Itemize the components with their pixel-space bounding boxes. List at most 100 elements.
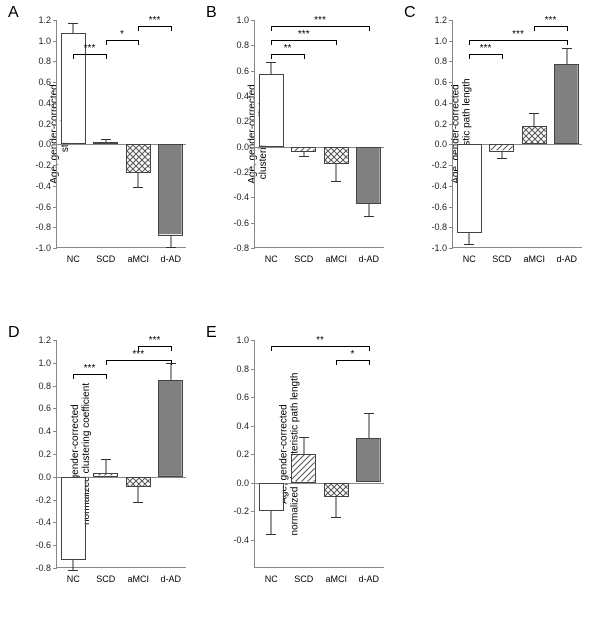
ytick-label: -0.4	[35, 181, 57, 191]
ytick-label: 1.2	[434, 15, 453, 25]
bar-d-AD	[554, 64, 579, 145]
bar-NC	[259, 74, 284, 146]
sig-bracket-drop	[138, 40, 139, 45]
ytick-label: 1.0	[434, 36, 453, 46]
sig-bracket-drop	[336, 360, 337, 365]
sig-bracket-drop	[73, 374, 74, 379]
sig-label: ***	[132, 350, 144, 360]
ytick-label: -0.8	[35, 222, 57, 232]
ytick-label: 1.2	[38, 15, 57, 25]
ytick-label: 0.6	[38, 403, 57, 413]
sig-bracket-drop	[171, 346, 172, 351]
y-axis-label-wrap: Age, gender-correctedstrength	[0, 20, 20, 248]
ytick-label: 1.0	[38, 358, 57, 368]
ytick-label: 0.8	[38, 381, 57, 391]
sig-bracket	[106, 360, 171, 361]
sig-bracket-drop	[106, 374, 107, 379]
errorbar	[534, 113, 535, 125]
ytick-label: 0.6	[38, 77, 57, 87]
errorbar	[368, 413, 369, 439]
sig-label: ***	[298, 30, 310, 40]
sig-label: ***	[314, 16, 326, 26]
errorbar	[170, 236, 171, 247]
bar-slot-d-AD: d-AD	[551, 20, 584, 247]
ytick-label: -0.4	[431, 181, 453, 191]
errorbar-cap	[299, 437, 309, 438]
ytick-label: 0.6	[434, 77, 453, 87]
errorbar-cap	[562, 48, 572, 49]
bar-NC	[457, 144, 482, 233]
sig-bracket-drop	[369, 360, 370, 365]
sig-bracket	[138, 26, 171, 27]
x-tick-label: NC	[57, 568, 90, 584]
x-tick-label: d-AD	[353, 568, 386, 584]
errorbar	[469, 233, 470, 243]
bar-NC	[259, 483, 284, 512]
bar-slot-NC: NC	[255, 340, 288, 567]
errorbar	[336, 497, 337, 517]
ytick-label: -0.4	[233, 535, 255, 545]
bar-slot-d-AD: d-AD	[353, 20, 386, 247]
x-tick-label: aMCI	[122, 248, 155, 264]
sig-bracket-drop	[567, 26, 568, 31]
x-tick-label: SCD	[288, 568, 321, 584]
ytick-label: -0.6	[233, 218, 255, 228]
ytick-label: 0.0	[38, 139, 57, 149]
errorbar-cap	[133, 502, 143, 503]
sig-label: ***	[149, 16, 161, 26]
sig-bracket	[271, 54, 304, 55]
x-tick-label: d-AD	[155, 248, 188, 264]
errorbar-cap	[101, 459, 111, 460]
ytick-label: -1.0	[35, 243, 57, 253]
panel-D: DAge, gender-correctednormalized cluster…	[0, 320, 198, 640]
ytick-label: -0.2	[233, 167, 255, 177]
x-tick-label: SCD	[90, 248, 123, 264]
bar-slot-aMCI: aMCI	[320, 340, 353, 567]
errorbar-cap	[364, 216, 374, 217]
sig-bracket	[469, 40, 567, 41]
sig-bracket-drop	[369, 346, 370, 351]
sig-label: ***	[149, 336, 161, 346]
errorbar	[303, 437, 304, 454]
ytick-label: -0.2	[35, 495, 57, 505]
errorbar-cap	[266, 534, 276, 535]
errorbar	[336, 164, 337, 180]
panel-C: CAge, gender-correctedcharacteristic pat…	[396, 0, 594, 320]
sig-bracket-drop	[171, 360, 172, 365]
plot-area: -1.0-0.8-0.6-0.4-0.20.00.20.40.60.81.01.…	[56, 20, 186, 248]
sig-bracket	[271, 346, 369, 347]
bar-slot-d-AD: d-AD	[353, 340, 386, 567]
ytick-label: -0.6	[431, 202, 453, 212]
x-tick-label: d-AD	[353, 248, 386, 264]
errorbar-cap	[464, 244, 474, 245]
x-tick-label: NC	[255, 248, 288, 264]
errorbar	[170, 363, 171, 380]
ytick-label: 0.0	[434, 139, 453, 149]
plot-area: -0.8-0.6-0.4-0.20.00.20.40.60.81.01.2NCS…	[56, 340, 186, 568]
ytick-label: -0.8	[431, 222, 453, 232]
bar-slot-aMCI: aMCI	[320, 20, 353, 247]
sig-bracket-drop	[73, 54, 74, 59]
y-axis-label-wrap: Age, gender-correctedclustering coeffici…	[198, 20, 218, 248]
errorbar-cap	[133, 187, 143, 188]
sig-bracket-drop	[304, 54, 305, 59]
ytick-label: 0.0	[236, 142, 255, 152]
sig-bracket	[73, 374, 106, 375]
y-axis-label-wrap: Age, gender-correctedcharacteristic path…	[396, 20, 416, 248]
sig-label: ***	[480, 44, 492, 54]
sig-bracket-drop	[369, 26, 370, 31]
sig-bracket-drop	[271, 26, 272, 31]
plot-area: -0.8-0.6-0.4-0.20.00.20.40.60.81.0NCSCDa…	[254, 20, 384, 248]
errorbar	[73, 23, 74, 33]
ytick-label: 1.2	[38, 335, 57, 345]
y-axis-label-wrap: Age, gender-correctednormalized clusteri…	[0, 340, 20, 568]
errorbar-cap	[364, 413, 374, 414]
sig-bracket-drop	[336, 40, 337, 45]
errorbar-cap	[101, 139, 111, 140]
x-tick-label: SCD	[90, 568, 123, 584]
errorbar-cap	[331, 181, 341, 182]
bar-d-AD	[356, 147, 381, 204]
bar-aMCI	[522, 126, 547, 145]
ytick-label: -0.2	[233, 506, 255, 516]
bar-slot-aMCI: aMCI	[122, 340, 155, 567]
